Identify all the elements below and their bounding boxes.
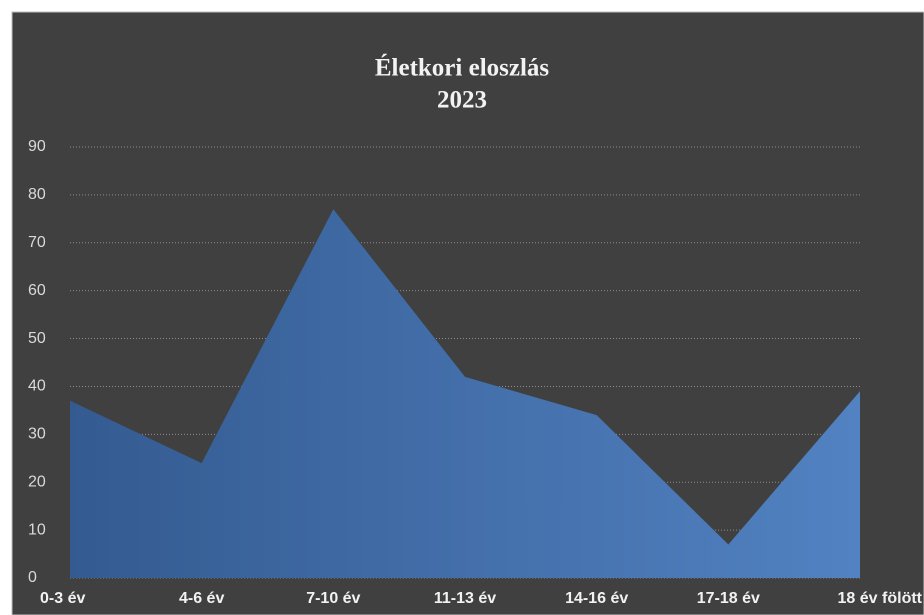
y-tick-label: 90 (28, 138, 46, 155)
y-tick-label: 10 (28, 521, 46, 538)
x-tick-label: 14-16 év (565, 590, 628, 607)
y-tick-label: 60 (28, 282, 46, 299)
y-tick-label: 0 (28, 569, 37, 586)
y-tick-label: 20 (28, 473, 46, 490)
y-tick-label: 70 (28, 234, 46, 251)
y-tick-label: 80 (28, 186, 46, 203)
area (70, 209, 860, 578)
y-tick-label: 30 (28, 426, 46, 443)
x-tick-label: 7-10 év (306, 590, 360, 607)
chart-title: Életkori eloszlás (375, 54, 550, 82)
x-tick-label: 4-6 év (179, 590, 224, 607)
x-tick-label: 11-13 év (434, 590, 496, 607)
x-tick-label: 18 év fölött (838, 590, 923, 607)
x-tick-label: 17-18 év (697, 590, 760, 607)
chart-subtitle: 2023 (437, 87, 487, 114)
x-tick-label: 0-3 év (40, 590, 85, 607)
y-tick-label: 50 (28, 330, 46, 347)
y-tick-label: 40 (28, 378, 46, 395)
